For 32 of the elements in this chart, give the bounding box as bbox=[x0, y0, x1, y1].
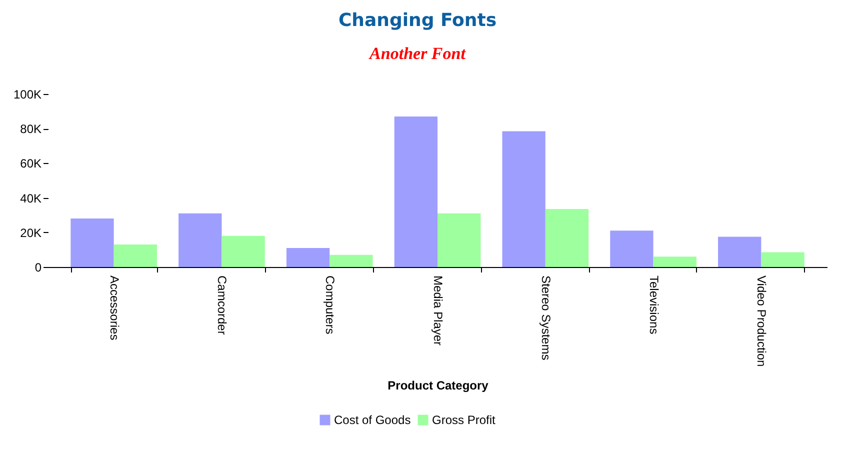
chart-title: Changing Fonts bbox=[338, 10, 497, 31]
bar bbox=[610, 230, 654, 267]
y-tick-label: 0 bbox=[34, 260, 42, 274]
bar bbox=[70, 218, 114, 267]
bar bbox=[222, 236, 265, 267]
x-tick-label: Camcorder bbox=[215, 276, 230, 335]
legend-label: Gross Profit bbox=[432, 413, 496, 427]
y-tick-label: 20K bbox=[20, 226, 42, 240]
chart-subtitle: Another Font bbox=[368, 44, 467, 63]
bar bbox=[394, 116, 438, 267]
x-tick-label: Televisions bbox=[646, 276, 661, 334]
bar bbox=[114, 244, 157, 267]
bar bbox=[178, 213, 222, 267]
x-tick-label: Stereo Systems bbox=[538, 276, 553, 360]
y-tick-label: 80K bbox=[20, 122, 42, 136]
bar bbox=[761, 252, 804, 267]
legend-label: Cost of Goods bbox=[334, 413, 411, 427]
bar bbox=[438, 213, 481, 267]
y-tick-label: 60K bbox=[20, 156, 42, 171]
bar bbox=[653, 256, 696, 267]
y-tick-label: 40K bbox=[20, 191, 42, 206]
x-tick-label: Media Player bbox=[431, 276, 445, 346]
bar bbox=[286, 248, 330, 267]
bar bbox=[545, 209, 589, 267]
x-tick-label: Computers bbox=[323, 276, 338, 334]
x-axis-title: Product Category bbox=[388, 378, 489, 393]
x-tick-label: Accessories bbox=[107, 276, 122, 340]
bar bbox=[502, 131, 546, 267]
bar bbox=[330, 254, 373, 267]
bar bbox=[718, 236, 762, 267]
x-tick-label: Video Production bbox=[754, 276, 769, 367]
y-tick-label: 100K bbox=[13, 88, 42, 102]
